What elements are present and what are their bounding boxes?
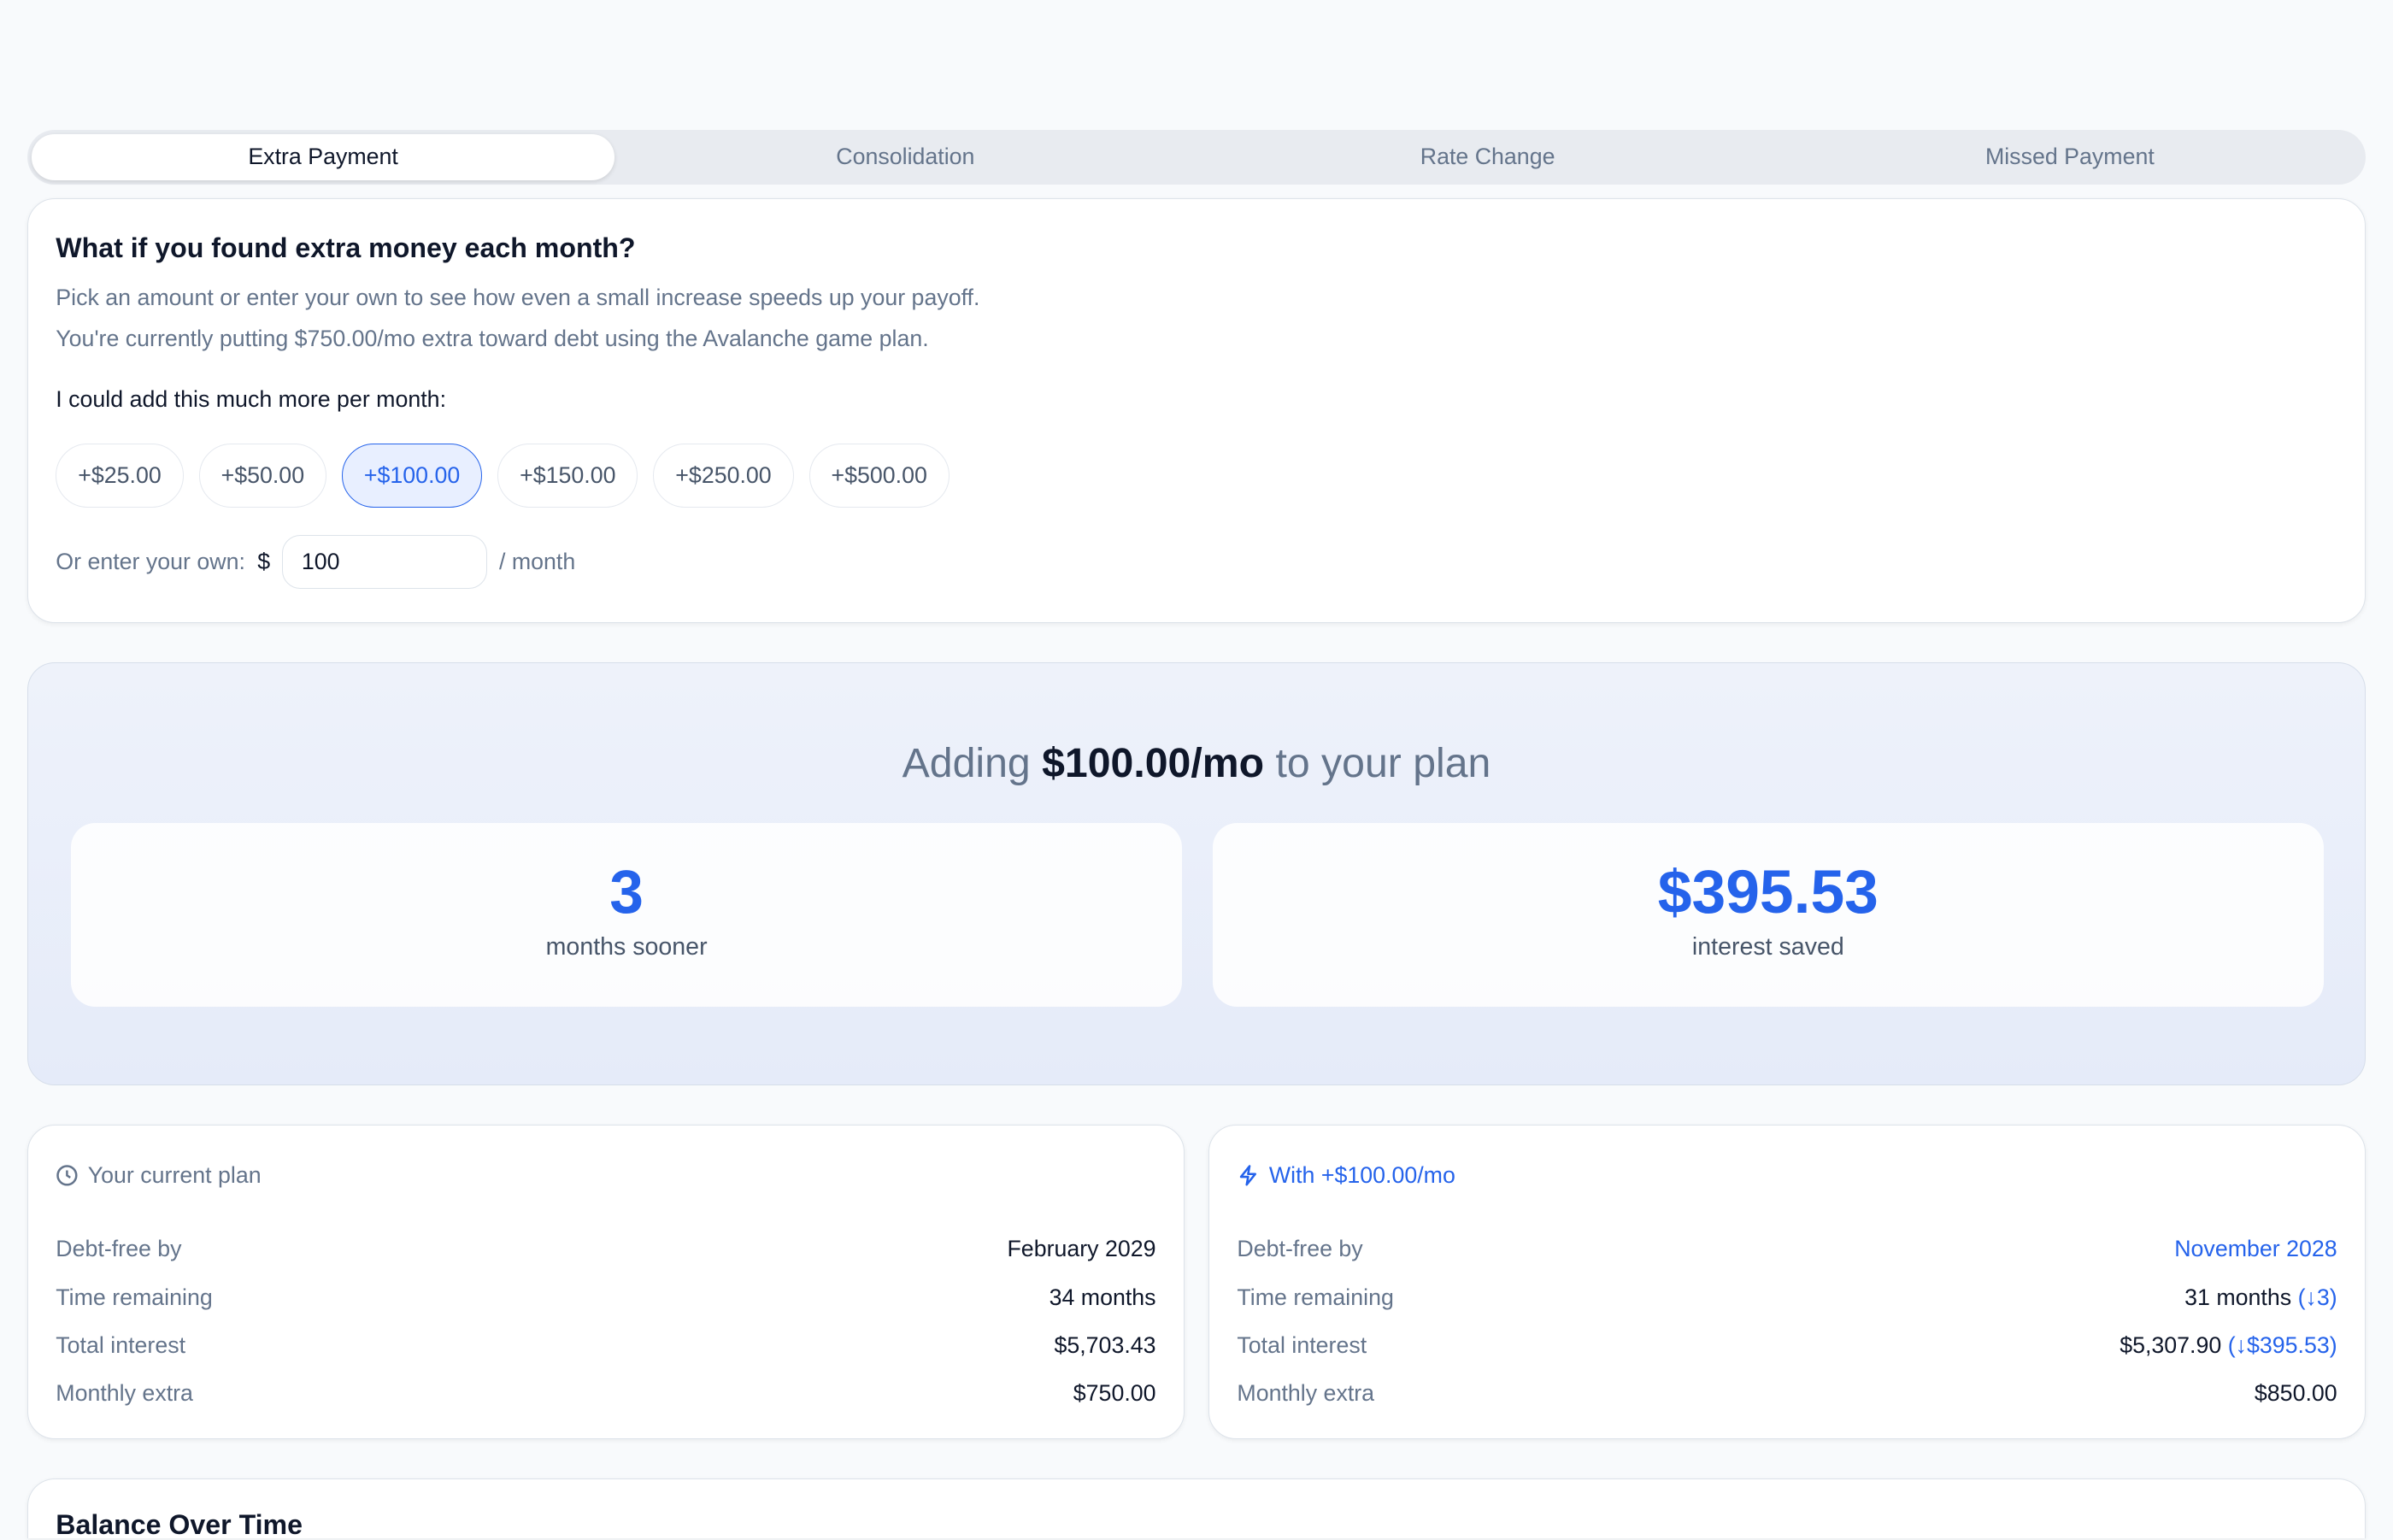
row-value: November 2028 — [2174, 1236, 2337, 1262]
chip-250[interactable]: +$250.00 — [653, 443, 794, 508]
stat-value: $395.53 — [1657, 857, 1879, 926]
with-extra-header: With +$100.00/mo — [1237, 1162, 2337, 1189]
row-label: Time remaining — [56, 1284, 213, 1310]
impact-headline: Adding $100.00/mo to your plan — [28, 739, 2365, 787]
row-label: Total interest — [1237, 1331, 1367, 1358]
extra-payment-card: What if you found extra money each month… — [27, 198, 2366, 623]
row-value: $850.00 — [2254, 1380, 2337, 1407]
row-value-group: 31 months (↓3) — [2184, 1284, 2337, 1311]
tab-extra-payment[interactable]: Extra Payment — [32, 134, 614, 180]
row-value: $5,703.43 — [1054, 1331, 1156, 1358]
currency-symbol: $ — [257, 548, 271, 574]
chip-100[interactable]: +$100.00 — [341, 443, 483, 508]
headline-amount: $100.00/mo — [1042, 740, 1265, 787]
stat-label: interest saved — [1691, 932, 1844, 961]
tab-missed-payment[interactable]: Missed Payment — [1984, 144, 2155, 170]
card-title: What if you found extra money each month… — [56, 232, 636, 264]
current-plan-note: You're currently putting $750.00/mo extr… — [56, 325, 929, 351]
row-value: 31 months — [2184, 1284, 2292, 1310]
scenario-tabs: Extra Payment Consolidation Rate Change … — [27, 129, 2366, 185]
row-label: Debt-free by — [1237, 1236, 1363, 1262]
row-time-remaining: Time remaining 31 months (↓3) — [1237, 1273, 2337, 1321]
custom-amount-label: Or enter your own: — [56, 548, 245, 574]
tab-consolidation[interactable]: Consolidation — [836, 144, 975, 170]
months-sooner-stat: 3 months sooner — [71, 823, 1183, 1007]
row-total-interest: Total interest $5,703.43 — [56, 1321, 1155, 1369]
with-extra-title: With +$100.00/mo — [1268, 1161, 1455, 1188]
row-label: Time remaining — [1237, 1284, 1394, 1310]
tab-rate-change[interactable]: Rate Change — [1420, 144, 1555, 170]
balance-title: Balance Over Time — [56, 1508, 303, 1540]
clock-icon — [56, 1165, 78, 1186]
description: Pick an amount or enter your own to see … — [56, 284, 980, 310]
row-debt-free: Debt-free by November 2028 — [1237, 1226, 2337, 1273]
row-label: Debt-free by — [56, 1236, 182, 1262]
row-label: Monthly extra — [56, 1380, 193, 1407]
headline-post: to your plan — [1275, 740, 1491, 787]
delta: (↓$395.53) — [2227, 1331, 2337, 1358]
per-month-label: / month — [498, 548, 576, 574]
row-label: Total interest — [56, 1331, 186, 1358]
row-value: 34 months — [1049, 1284, 1156, 1310]
chip-500[interactable]: +$500.00 — [808, 443, 950, 508]
row-monthly-extra: Monthly extra $850.00 — [1237, 1369, 2337, 1417]
stat-label: months sooner — [545, 932, 708, 961]
row-monthly-extra: Monthly extra $750.00 — [56, 1369, 1155, 1417]
row-total-interest: Total interest $5,307.90 (↓$395.53) — [1237, 1321, 2337, 1369]
current-plan-card: Your current plan Debt-free by February 2… — [27, 1125, 1185, 1439]
row-time-remaining: Time remaining 34 months — [56, 1273, 1155, 1321]
chip-150[interactable]: +$150.00 — [497, 443, 638, 508]
current-plan-header: Your current plan — [56, 1162, 1155, 1189]
delta: (↓3) — [2297, 1284, 2337, 1310]
chip-25[interactable]: +$25.00 — [56, 443, 184, 508]
impact-summary: Adding $100.00/mo to your plan 3 months … — [27, 661, 2366, 1085]
row-value: February 2029 — [1007, 1236, 1156, 1262]
custom-amount-input[interactable]: 100 — [282, 535, 487, 589]
chip-50[interactable]: +$50.00 — [198, 443, 327, 508]
row-value-group: $5,307.90 (↓$395.53) — [2120, 1332, 2337, 1359]
amount-chips: +$25.00 +$50.00 +$100.00 +$150.00 +$250.… — [56, 443, 2337, 508]
row-debt-free: Debt-free by February 2029 — [56, 1226, 1155, 1273]
current-plan-title: Your current plan — [87, 1161, 262, 1188]
balance-chart-card: Balance Over Time — [27, 1478, 2366, 1538]
lightning-icon — [1240, 1165, 1257, 1186]
row-label: Monthly extra — [1237, 1380, 1375, 1407]
amount-prompt: I could add this much more per month: — [56, 386, 447, 413]
headline-pre: Adding — [902, 740, 1031, 787]
interest-saved-stat: $395.53 interest saved — [1212, 823, 2324, 1007]
row-value: $750.00 — [1073, 1380, 1156, 1407]
row-value: $5,307.90 — [2120, 1331, 2222, 1358]
with-extra-card: With +$100.00/mo Debt-free by November 20… — [1208, 1125, 2366, 1439]
custom-amount-row: Or enter your own: $ 100 / month — [56, 535, 2337, 589]
stat-value: 3 — [609, 857, 644, 926]
